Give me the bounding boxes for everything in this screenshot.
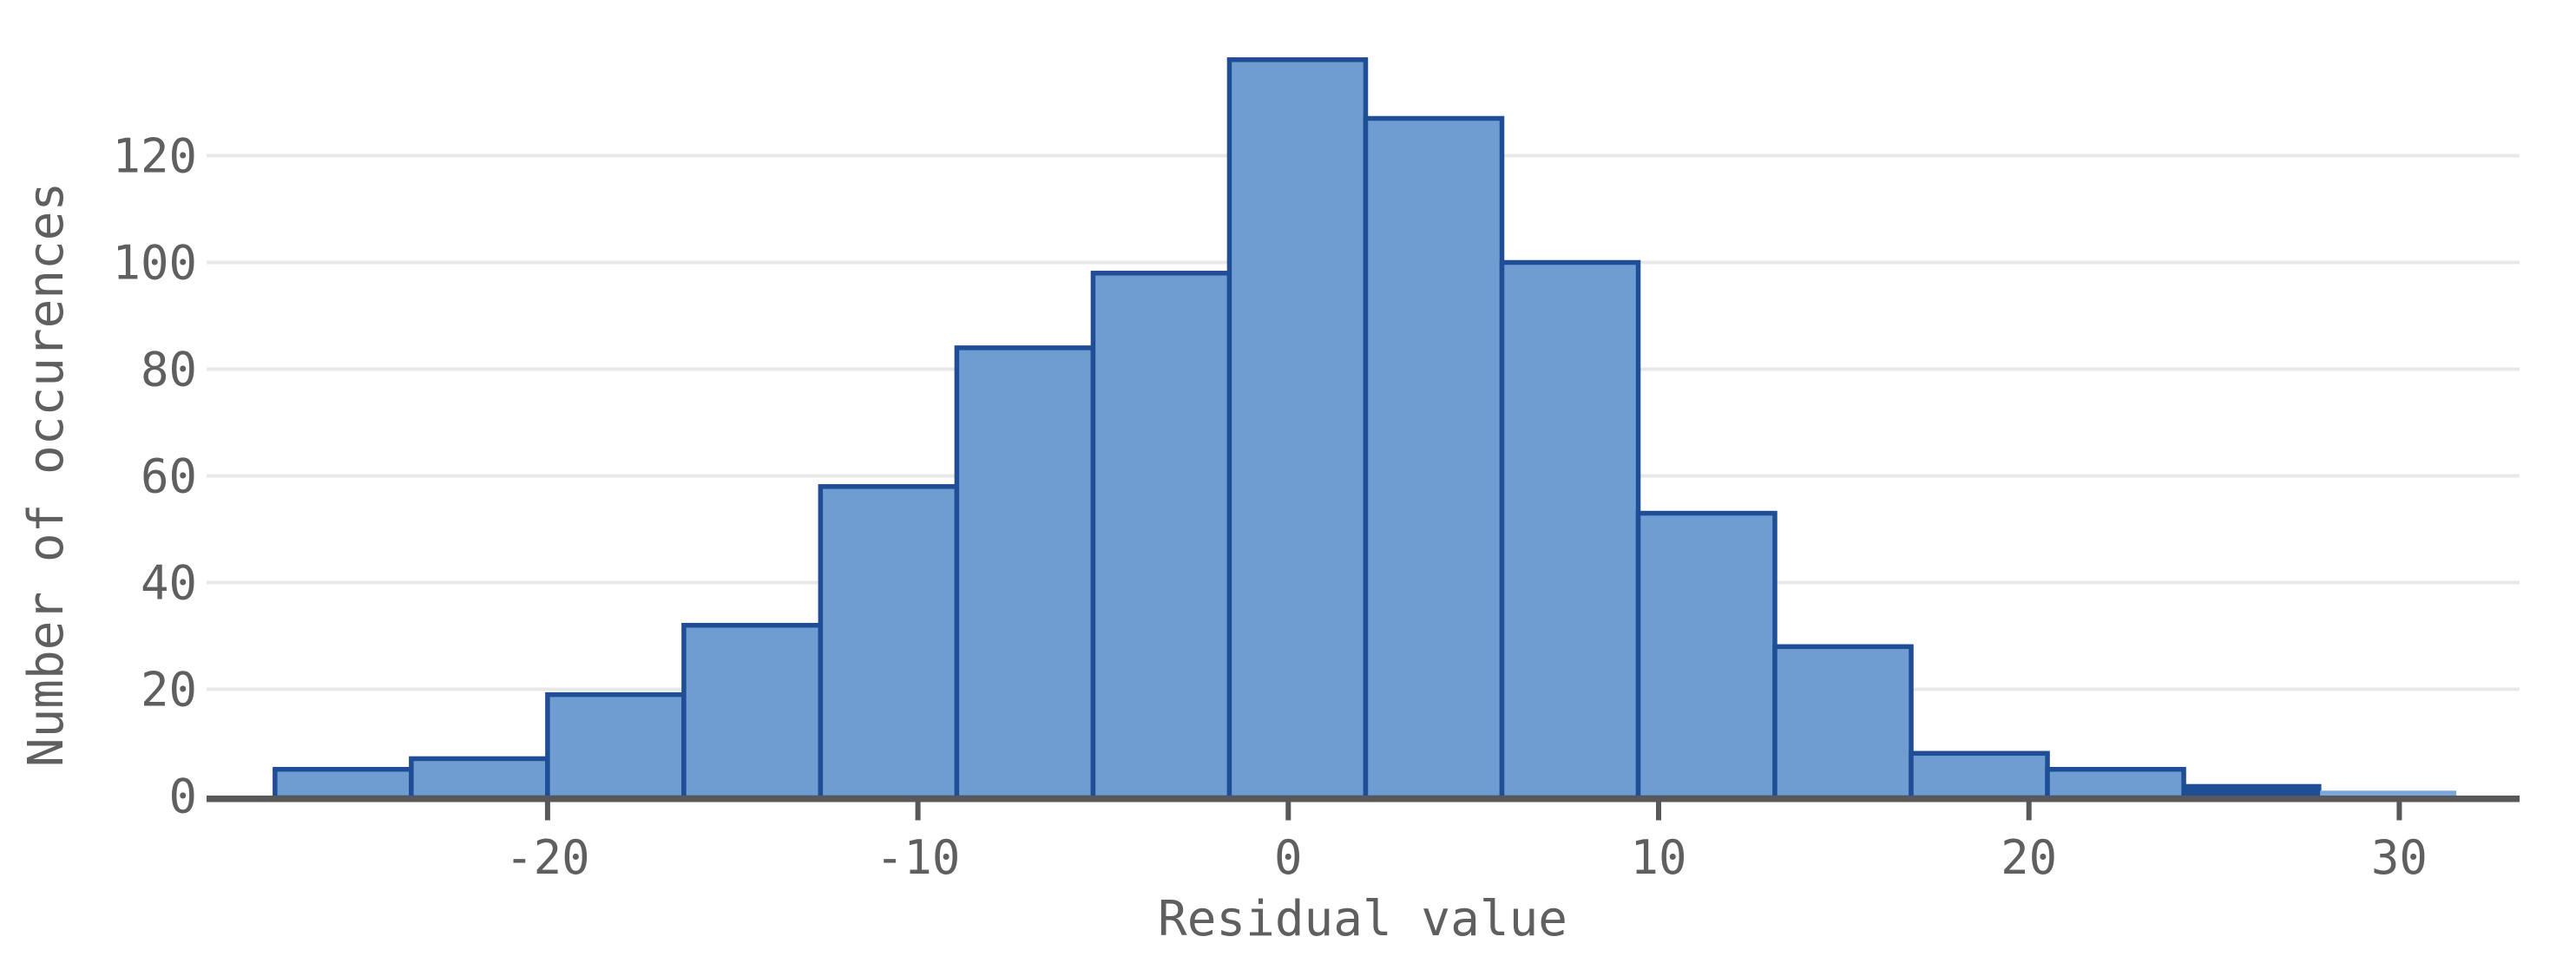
- y-tick-label-80: 80: [141, 343, 197, 397]
- x-tick-label--20: -20: [505, 830, 590, 885]
- y-tick-label-20: 20: [141, 663, 197, 717]
- y-tick-label-120: 120: [112, 129, 197, 184]
- histogram-bar-11: [1772, 644, 1914, 801]
- histogram-bar-8: [1363, 115, 1505, 801]
- histogram-bars-layer: [273, 57, 2457, 801]
- y-axis-title: Number of occurences: [18, 182, 75, 767]
- x-axis-line: [207, 796, 2520, 802]
- histogram-bar-12: [1909, 750, 2050, 801]
- y-tick-label-60: 60: [141, 449, 197, 504]
- x-tick-label-0: 0: [1274, 830, 1303, 885]
- histogram-bar-3: [681, 622, 824, 801]
- histogram-bar-15: [2320, 790, 2457, 798]
- y-tick-label-0: 0: [168, 770, 197, 824]
- histogram-bar-5: [954, 345, 1096, 801]
- x-tick-label-10: 10: [1630, 830, 1686, 885]
- x-tick-label--10: -10: [876, 830, 961, 885]
- histogram-bar-10: [1635, 510, 1778, 801]
- y-tick-label-40: 40: [141, 556, 197, 611]
- x-tick-label-20: 20: [2001, 830, 2057, 885]
- histogram-bar-9: [1499, 259, 1641, 801]
- axes-layer: -20 -10 0 10 20 30 0 20 40 60 80 100 120: [112, 129, 2520, 885]
- histogram-bar-7: [1226, 57, 1369, 801]
- histogram-bar-1: [409, 756, 550, 801]
- histogram-bar-13: [2045, 767, 2186, 801]
- x-axis-title: Residual value: [1158, 891, 1567, 947]
- histogram-bar-4: [818, 484, 960, 801]
- x-tick-label-30: 30: [2371, 830, 2428, 885]
- y-tick-label-100: 100: [112, 236, 197, 291]
- histogram-bar-2: [545, 691, 687, 801]
- histogram-bar-6: [1090, 271, 1232, 801]
- histogram-bar-0: [273, 767, 414, 801]
